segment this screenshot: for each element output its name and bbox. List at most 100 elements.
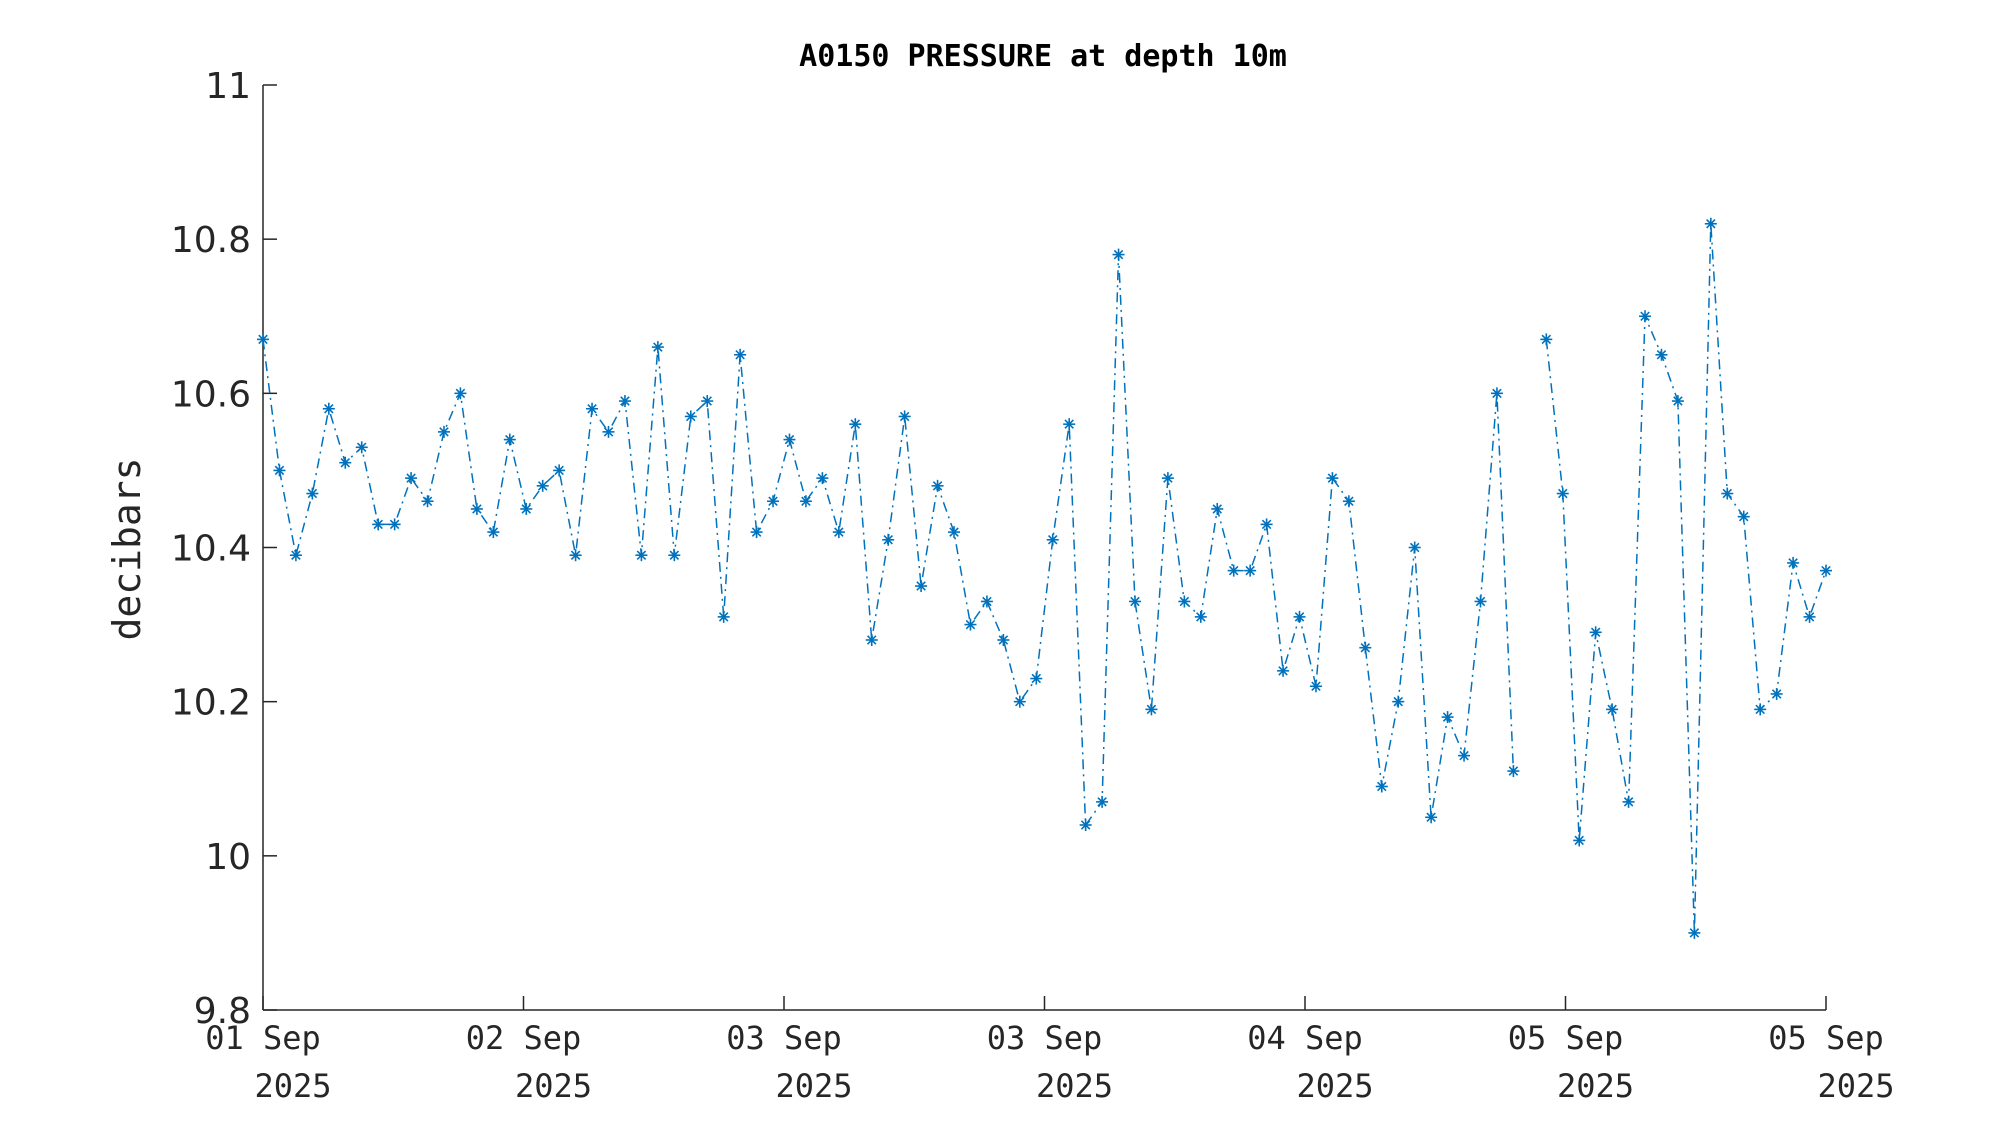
data-point — [1787, 556, 1800, 569]
data-point — [635, 549, 648, 562]
x-tick-label-year: 2025 — [1817, 1067, 1894, 1105]
data-point — [1046, 533, 1059, 546]
data-point — [1737, 510, 1750, 523]
data-point — [1540, 333, 1553, 346]
x-tick-label-day: 02 Sep — [466, 1019, 582, 1057]
data-point — [1013, 695, 1026, 708]
data-point — [915, 580, 928, 593]
x-tick-label-year: 2025 — [1557, 1067, 1634, 1105]
x-tick-label-year: 2025 — [1036, 1067, 1113, 1105]
data-point — [536, 479, 549, 492]
data-point — [832, 526, 845, 539]
data-point — [1096, 795, 1109, 808]
data-point — [1754, 703, 1767, 716]
data-point — [1639, 310, 1652, 323]
data-point — [421, 495, 434, 508]
data-point — [1277, 664, 1290, 677]
data-point — [602, 425, 615, 438]
data-point — [1803, 610, 1816, 623]
data-point — [1359, 641, 1372, 654]
data-point — [1458, 749, 1471, 762]
data-point — [865, 634, 878, 646]
x-tick-label-year: 2025 — [254, 1067, 331, 1105]
data-point — [1408, 541, 1421, 554]
y-axis-label: decibars — [105, 457, 149, 640]
x-tick-label-day: 05 Sep — [1508, 1019, 1624, 1057]
data-point — [717, 610, 730, 623]
data-point — [1030, 672, 1043, 685]
data-point — [1474, 595, 1487, 608]
data-point — [1688, 926, 1701, 939]
data-point — [750, 526, 763, 539]
y-tick-label: 9.8 — [194, 991, 251, 1032]
data-point — [1721, 487, 1734, 500]
data-point — [437, 425, 450, 438]
data-point — [1194, 610, 1207, 623]
data-point — [586, 402, 599, 415]
y-tick-label: 10 — [205, 837, 251, 878]
data-point — [1161, 472, 1174, 485]
data-point — [701, 395, 714, 408]
data-point — [882, 533, 895, 546]
data-point — [1128, 595, 1141, 608]
data-point — [520, 502, 533, 515]
data-point — [405, 472, 418, 485]
data-point — [783, 433, 796, 446]
data-point — [980, 595, 993, 608]
data-point — [1671, 395, 1684, 408]
data-point — [651, 341, 664, 354]
x-axis: 01 Sep 2025 02 Sep 2025 03 Sep 2025 03 Sep 2025… — [205, 996, 1895, 1105]
data-point — [1079, 819, 1092, 831]
y-tick-label: 10.8 — [171, 220, 251, 261]
data-point — [1145, 703, 1158, 716]
data-point — [734, 348, 747, 361]
data-point — [1704, 217, 1717, 230]
data-point — [339, 456, 352, 469]
data-point — [1573, 834, 1586, 847]
data-point — [470, 502, 483, 515]
data-point — [289, 549, 302, 562]
data-point — [1655, 348, 1668, 361]
x-tick-label-year: 2025 — [775, 1067, 852, 1105]
data-point — [1293, 610, 1306, 623]
data-point — [388, 518, 401, 531]
data-point — [849, 418, 862, 431]
data-point — [1063, 418, 1076, 431]
data-point — [767, 495, 780, 508]
data-point — [1227, 564, 1240, 577]
data-point — [355, 441, 368, 454]
data-point — [1309, 680, 1322, 693]
data-point — [1375, 780, 1388, 793]
data-point — [1342, 495, 1355, 508]
y-tick-label: 10.2 — [171, 683, 251, 724]
x-tick-label-day: 04 Sep — [1247, 1019, 1363, 1057]
data-point — [1260, 518, 1273, 531]
data-point — [1589, 626, 1602, 639]
y-tick-label: 10.4 — [171, 529, 251, 570]
data-point — [487, 526, 500, 539]
x-tick-label-day: 03 Sep — [987, 1019, 1103, 1057]
data-point — [1770, 687, 1783, 700]
y-axis: 9.8 10 10.2 10.4 10.6 10.8 11 — [171, 66, 277, 1032]
data-point — [1178, 595, 1191, 608]
data-point — [372, 518, 385, 531]
data-point — [1622, 795, 1635, 808]
data-point — [1392, 695, 1405, 708]
data-point — [454, 387, 467, 400]
y-tick-label: 11 — [205, 66, 251, 107]
x-tick-label-year: 2025 — [1296, 1067, 1373, 1105]
series-plot — [257, 217, 1832, 939]
data-point — [1112, 248, 1125, 261]
data-point — [618, 395, 631, 408]
data-point — [257, 333, 269, 346]
data-point — [503, 433, 516, 446]
x-tick-label-year: 2025 — [515, 1067, 592, 1105]
x-tick-label-day: 05 Sep — [1768, 1019, 1884, 1057]
data-point — [948, 526, 961, 539]
chart-title: A0150 PRESSURE at depth 10m — [799, 39, 1287, 74]
x-tick-label-day: 03 Sep — [726, 1019, 842, 1057]
data-point — [273, 464, 286, 477]
data-point — [799, 495, 812, 508]
data-point — [964, 618, 977, 631]
data-point — [997, 634, 1010, 646]
